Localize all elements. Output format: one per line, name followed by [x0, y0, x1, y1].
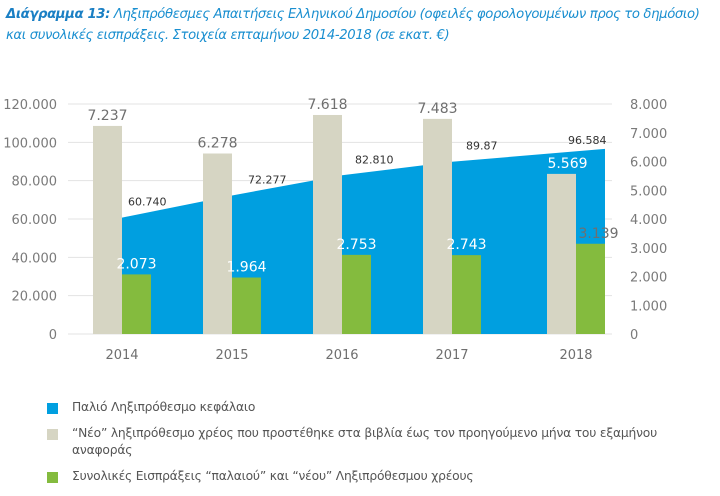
right-tick-label: 2.000 — [630, 271, 667, 286]
x-tick-label: 2018 — [559, 348, 592, 363]
data-labels: 7.237 2.073 60.740 6.278 1.964 72.277 7.618 2.7… — [87, 97, 618, 276]
label-collections: 1.964 — [226, 260, 266, 276]
chart-canvas: 020.00040.00060.00080.000100.000120.000 … — [3, 97, 667, 363]
left-tick-label: 100.000 — [3, 136, 57, 151]
label-collections: 2.073 — [116, 256, 156, 272]
legend-swatch-beige — [47, 429, 58, 440]
label-collections: 2.753 — [336, 237, 376, 253]
legend-label: Παλιό Ληξιπρόθεσμο κεφάλαιο — [72, 400, 256, 414]
label-new-debt: 7.483 — [417, 101, 457, 117]
bar-collections — [342, 254, 371, 334]
bar-new-debt — [313, 114, 342, 334]
bar-collections — [122, 274, 151, 334]
right-tick-label: 3.000 — [630, 242, 667, 257]
x-tick-label: 2014 — [105, 348, 138, 363]
left-tick-label: 120.000 — [3, 98, 57, 113]
left-tick-label: 80.000 — [12, 175, 58, 190]
label-old-debt: 96.584 — [568, 134, 607, 147]
label-new-debt: 7.237 — [87, 108, 127, 124]
right-tick-label: 7.000 — [630, 127, 667, 142]
legend-swatch-blue — [47, 403, 58, 414]
label-old-debt: 72.277 — [248, 173, 287, 186]
bar-collections — [232, 277, 261, 334]
x-tick-label: 2015 — [215, 348, 248, 363]
right-tick-label: 8.000 — [630, 98, 667, 113]
right-axis: 0 1.000 2.000 3.000 4.000 5.000 6.000 7.000 8.00… — [630, 98, 667, 343]
bar-new-debt — [547, 173, 576, 334]
label-old-debt: 60.740 — [128, 196, 167, 209]
right-tick-label: 5.000 — [630, 184, 667, 199]
bar-new-debt — [423, 118, 452, 335]
bar-series — [93, 114, 605, 335]
legend-item-collections: Συνολικές Εισπράξεις “παλαιού” και “νέου… — [47, 468, 687, 485]
label-new-debt: 5.569 — [547, 156, 587, 172]
bar-new-debt — [203, 153, 232, 334]
legend-item-new-debt: “Νέο” ληξιπρόθεσμο χρέος που προστέθηκε … — [47, 425, 687, 459]
label-new-debt: 6.278 — [197, 136, 237, 152]
label-collections: 3.139 — [578, 226, 618, 242]
legend-label: “Νέο” ληξιπρόθεσμο χρέος που προστέθηκε … — [72, 426, 658, 457]
legend-swatch-green — [47, 472, 58, 483]
chart-title-prefix: Διάγραμμα 13: — [6, 7, 111, 22]
bar-collections — [576, 243, 605, 334]
x-axis: 2014 2015 2016 2017 2018 — [105, 348, 592, 363]
bar-new-debt — [93, 125, 122, 334]
label-collections: 2.743 — [446, 237, 486, 253]
legend-label: Συνολικές Εισπράξεις “παλαιού” και “νέου… — [72, 469, 474, 483]
right-tick-label: 6.000 — [630, 156, 667, 171]
left-axis: 0 20.000 40.000 60.000 80.000 100.000 120.000 — [3, 98, 57, 343]
left-tick-label: 40.000 — [12, 251, 58, 266]
x-tick-label: 2017 — [435, 348, 468, 363]
chart-title-text: Ληξιπρόθεσμες Απαιτήσεις Ελληνικού Δημοσ… — [6, 7, 700, 43]
x-tick-label: 2016 — [325, 348, 358, 363]
chart-title: Διάγραμμα 13: Ληξιπρόθεσμες Απαιτήσεις Ε… — [6, 4, 718, 46]
right-tick-label: 4.000 — [630, 213, 667, 228]
right-tick-label: 1.000 — [630, 299, 667, 314]
left-tick-label: 20.000 — [12, 290, 58, 305]
label-old-debt: 89.87 — [466, 140, 498, 153]
legend: Παλιό Ληξιπρόθεσμο κεφάλαιο “Νέο” ληξιπρ… — [47, 399, 687, 494]
label-new-debt: 7.618 — [307, 97, 347, 113]
legend-item-old-debt: Παλιό Ληξιπρόθεσμο κεφάλαιο — [47, 399, 687, 416]
left-tick-label: 0 — [49, 328, 57, 343]
bar-collections — [452, 255, 481, 334]
label-old-debt: 82.810 — [355, 153, 394, 166]
right-tick-label: 0 — [630, 328, 638, 343]
left-tick-label: 60.000 — [12, 213, 58, 228]
